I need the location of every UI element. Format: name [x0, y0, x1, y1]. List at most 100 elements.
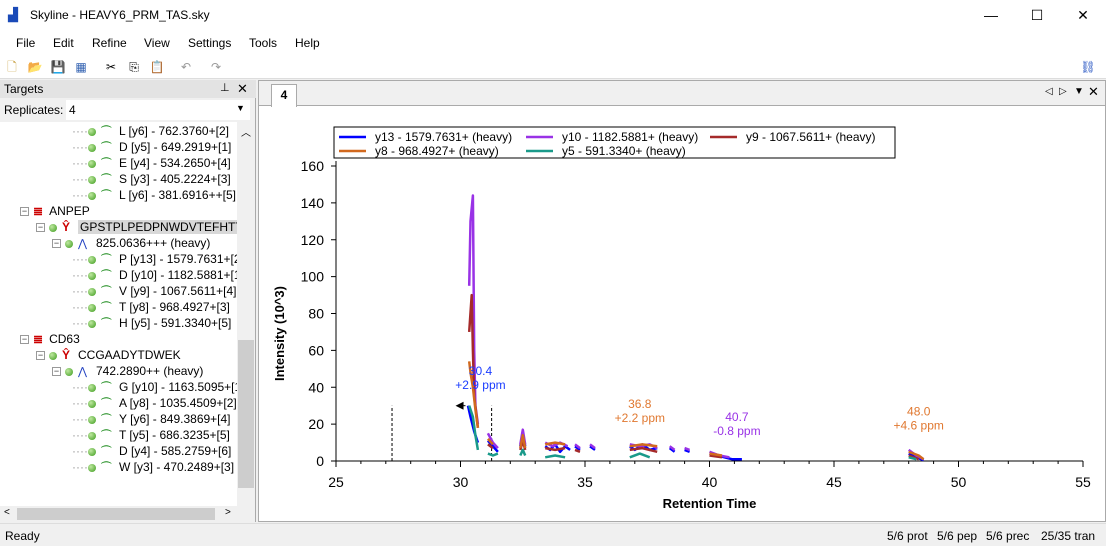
- save-icon[interactable]: 💾: [50, 60, 66, 74]
- chromatogram-pane: 4 ◁ ▷ ▼ ✕ 25 30 35 40 45 50 55 0 20 40 60 80 100 120 1…: [258, 80, 1106, 522]
- peak-ppm-label: +4.6 ppm: [894, 419, 944, 433]
- menu-view[interactable]: View: [144, 36, 170, 50]
- tree-protein[interactable]: − ≣ ANPEP: [20, 203, 90, 219]
- menu-file[interactable]: File: [16, 36, 36, 50]
- tab-replicate-4[interactable]: 4: [271, 84, 297, 107]
- menu-settings[interactable]: Settings: [188, 36, 232, 50]
- tree-transition[interactable]: ···· ⏜ E [y4] - 534.2650+[4]: [72, 156, 231, 170]
- peak-icon: ⏜: [100, 381, 112, 394]
- status-dot-icon: [49, 351, 57, 360]
- tree-label: S [y3] - 405.2224+[3]: [118, 172, 231, 186]
- window-title: Skyline - HEAVY6_PRM_TAS.sky: [30, 8, 210, 22]
- peak-icon: ⏜: [100, 397, 112, 410]
- tree-peptide[interactable]: − Ŷ CCGAADYTDWEK: [36, 347, 181, 363]
- series-line-3: [467, 361, 925, 461]
- undo-icon[interactable]: ↶: [180, 60, 192, 74]
- close-button[interactable]: ✕: [1077, 7, 1089, 23]
- vertical-scrollbar[interactable]: ︿: [237, 122, 255, 506]
- legend-box: [333, 126, 896, 159]
- y-tick-label: 0: [316, 453, 324, 469]
- tree-label: L [y6] - 381.6916++[5]: [118, 188, 236, 202]
- tree-transition[interactable]: ···· ⏜ T [y5] - 686.3235+[5]: [72, 428, 230, 442]
- minimize-button[interactable]: —: [984, 7, 998, 23]
- tree-transition[interactable]: ···· ⏜ D [y5] - 649.2919+[1]: [72, 140, 232, 154]
- status-dot-icon: [65, 239, 73, 248]
- tree-label: CD63: [49, 332, 80, 346]
- series-line-1: [467, 194, 925, 461]
- series-line-0: [466, 405, 925, 462]
- x-tick-label: 25: [328, 474, 344, 490]
- tree-transition[interactable]: ···· ⏜ Y [y6] - 849.3869+[4]: [72, 412, 231, 426]
- tree-label: D [y10] - 1182.5881+[1]: [118, 268, 237, 282]
- scroll-right-icon[interactable]: >: [225, 507, 231, 518]
- tree-transition[interactable]: ···· ⏜ W [y3] - 470.2489+[3]: [72, 460, 235, 474]
- menu-help[interactable]: Help: [295, 36, 320, 50]
- status-dot-icon: [87, 143, 96, 152]
- integrate-icon[interactable]: ⛓: [1080, 60, 1096, 74]
- tree-transition[interactable]: ···· ⏜ A [y8] - 1035.4509+[2]: [72, 396, 237, 410]
- collapse-icon[interactable]: −: [20, 334, 29, 345]
- tab-next-icon[interactable]: ▷: [1059, 86, 1067, 97]
- tree-label: G [y10] - 1163.5095+[1]: [118, 380, 237, 394]
- tree-precursor[interactable]: − ⋀ 825.0636+++ (heavy): [52, 235, 210, 251]
- replicates-select[interactable]: 4 ▼: [66, 100, 250, 120]
- status-dot-icon: [87, 191, 96, 200]
- tree-transition[interactable]: ···· ⏜ D [y10] - 1182.5881+[1]: [72, 267, 237, 283]
- collapse-icon[interactable]: −: [52, 238, 61, 249]
- pin-icon[interactable]: ⊥: [220, 82, 230, 94]
- y-tick-label: 20: [308, 416, 324, 432]
- status-dot-icon: [87, 303, 96, 312]
- collapse-icon[interactable]: −: [36, 222, 45, 233]
- x-tick-label: 55: [1075, 474, 1091, 490]
- peak-icon: ⏜: [100, 157, 112, 170]
- import-icon[interactable]: ▦: [75, 60, 87, 74]
- maximize-button[interactable]: ☐: [1030, 7, 1044, 23]
- status-dot-icon: [87, 319, 96, 328]
- horizontal-scrollbar[interactable]: < >: [0, 506, 255, 522]
- menu-tools[interactable]: Tools: [249, 36, 278, 50]
- tree-precursor[interactable]: − ⋀ 742.2890++ (heavy): [52, 363, 203, 379]
- close-panel-icon[interactable]: ✕: [237, 81, 248, 96]
- hscroll-thumb[interactable]: [17, 508, 215, 520]
- status-transitions: 25/35 tran: [1041, 529, 1096, 543]
- scroll-left-icon[interactable]: <: [4, 507, 10, 518]
- tree-transition[interactable]: ···· ⏜ P [y13] - 1579.7631+[2]: [72, 251, 237, 267]
- copy-icon[interactable]: ⎘: [129, 60, 139, 74]
- chromatogram-chart[interactable]: 25 30 35 40 45 50 55 0 20 40 60 80 100 120 140 160 Reten…: [1, 1, 1106, 523]
- tab-prev-icon[interactable]: ◁: [1045, 86, 1053, 97]
- cut-icon[interactable]: ✂: [105, 60, 117, 74]
- scroll-up-icon[interactable]: ︿: [241, 128, 251, 139]
- tree-transition[interactable]: ···· ⏜ D [y4] - 585.2759+[6]: [72, 444, 232, 458]
- close-graph-icon[interactable]: ✕: [1088, 84, 1099, 99]
- tree-transition[interactable]: ···· ⏜ V [y9] - 1067.5611+[4]: [72, 284, 237, 298]
- redo-icon[interactable]: ↷: [210, 60, 222, 74]
- tree-label: D [y4] - 585.2759+[6]: [118, 444, 232, 458]
- tree-peptide[interactable]: − Ŷ GPSTPLPEDPNWDVTEFHTTPI: [36, 219, 237, 235]
- menu-refine[interactable]: Refine: [92, 36, 127, 50]
- x-tick-label: 50: [951, 474, 967, 490]
- tree-transition[interactable]: ···· ⏜ S [y3] - 405.2224+[3]: [72, 172, 231, 186]
- collapse-icon[interactable]: −: [52, 366, 61, 377]
- paste-icon[interactable]: 📋: [149, 60, 165, 74]
- new-icon[interactable]: 🗋: [7, 60, 17, 74]
- precursor-peak-icon: ⋀: [78, 365, 88, 378]
- scroll-thumb[interactable]: [238, 340, 254, 488]
- tree-label: A [y8] - 1035.4509+[2]: [118, 396, 237, 410]
- tree-transition[interactable]: ···· ⏜ G [y10] - 1163.5095+[1]: [72, 379, 237, 395]
- tree-transition[interactable]: ···· ⏜ L [y6] - 762.3760+[2]: [72, 124, 229, 138]
- tree-transition[interactable]: ···· ⏜ L [y6] - 381.6916++[5]: [72, 188, 236, 202]
- tree-label: Y [y6] - 849.3869+[4]: [118, 412, 231, 426]
- peak-ppm-label: -0.8 ppm: [713, 424, 760, 438]
- legend-label: y10 - 1182.5881+ (heavy): [562, 130, 698, 144]
- tree-protein[interactable]: − ≣ CD63: [20, 331, 80, 347]
- tab-menu-icon[interactable]: ▼: [1074, 86, 1084, 97]
- menu-edit[interactable]: Edit: [53, 36, 74, 50]
- collapse-icon[interactable]: −: [20, 206, 29, 217]
- menu-bar: File Edit Refine View Settings Tools Hel…: [0, 31, 1106, 55]
- tree-transition[interactable]: ···· ⏜ T [y8] - 968.4927+[3]: [72, 300, 230, 314]
- open-icon[interactable]: 📂: [27, 60, 43, 74]
- peak-icon: ⏜: [100, 141, 112, 154]
- series-line-2: [467, 293, 920, 461]
- tree-transition[interactable]: ···· ⏜ H [y5] - 591.3340+[5]: [72, 316, 232, 330]
- collapse-icon[interactable]: −: [36, 350, 45, 361]
